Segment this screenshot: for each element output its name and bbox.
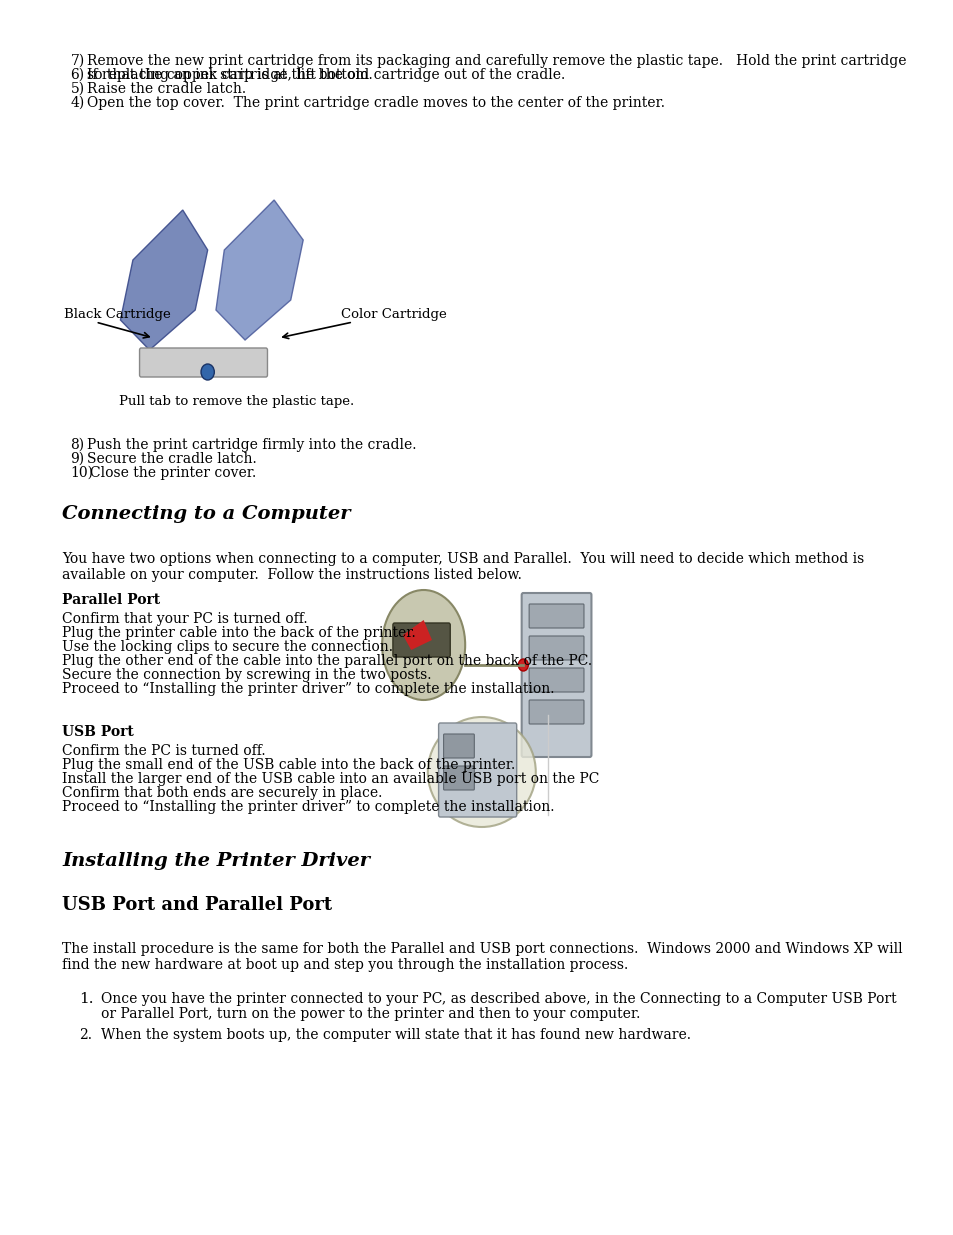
Text: Connecting to a Computer: Connecting to a Computer (62, 505, 351, 522)
Text: Push the print cartridge firmly into the cradle.: Push the print cartridge firmly into the… (87, 438, 416, 452)
Text: Use the locking clips to secure the connection.: Use the locking clips to secure the conn… (62, 640, 393, 655)
Text: Secure the connection by screwing in the two posts.: Secure the connection by screwing in the… (62, 668, 432, 682)
Text: Pull tab to remove the plastic tape.: Pull tab to remove the plastic tape. (119, 395, 354, 408)
Text: If replacing an ink cartridge, lift the old cartridge out of the cradle.: If replacing an ink cartridge, lift the … (87, 68, 565, 82)
Text: so that the copper strip is at the bottom.: so that the copper strip is at the botto… (87, 68, 373, 82)
Polygon shape (215, 200, 303, 340)
Text: 10): 10) (71, 466, 93, 480)
FancyBboxPatch shape (443, 734, 474, 758)
Text: Plug the printer cable into the back of the printer.: Plug the printer cable into the back of … (62, 626, 416, 640)
Text: 1.: 1. (79, 992, 93, 1007)
FancyBboxPatch shape (393, 622, 450, 657)
Text: Parallel Port: Parallel Port (62, 593, 160, 606)
Text: Install the larger end of the USB cable into an available USB port on the PC: Install the larger end of the USB cable … (62, 772, 599, 785)
Text: 8): 8) (71, 438, 85, 452)
Text: Secure the cradle latch.: Secure the cradle latch. (87, 452, 256, 466)
Text: Plug the other end of the cable into the parallel port on the back of the PC.: Plug the other end of the cable into the… (62, 655, 592, 668)
Text: Open the top cover.  The print cartridge cradle moves to the center of the print: Open the top cover. The print cartridge … (87, 96, 664, 110)
Text: Color Cartridge: Color Cartridge (340, 308, 446, 321)
Text: available on your computer.  Follow the instructions listed below.: available on your computer. Follow the i… (62, 568, 521, 582)
Polygon shape (120, 210, 208, 350)
Text: 2.: 2. (79, 1028, 91, 1042)
FancyBboxPatch shape (443, 766, 474, 790)
Text: or Parallel Port, turn on the power to the printer and then to your computer.: or Parallel Port, turn on the power to t… (101, 1007, 640, 1021)
Text: When the system boots up, the computer will state that it has found new hardware: When the system boots up, the computer w… (101, 1028, 691, 1042)
Text: USB Port and Parallel Port: USB Port and Parallel Port (62, 897, 332, 914)
Text: Confirm that both ends are securely in place.: Confirm that both ends are securely in p… (62, 785, 382, 800)
Text: Confirm that your PC is turned off.: Confirm that your PC is turned off. (62, 613, 308, 626)
Ellipse shape (427, 718, 536, 827)
Text: Plug the small end of the USB cable into the back of the printer.: Plug the small end of the USB cable into… (62, 758, 515, 772)
Text: Remove the new print cartridge from its packaging and carefully remove the plast: Remove the new print cartridge from its … (87, 54, 905, 68)
Circle shape (517, 659, 528, 671)
Circle shape (201, 364, 214, 380)
Text: 7): 7) (71, 54, 85, 68)
Text: The install procedure is the same for both the Parallel and USB port connections: The install procedure is the same for bo… (62, 942, 902, 956)
Ellipse shape (382, 590, 465, 700)
FancyBboxPatch shape (529, 700, 583, 724)
Text: USB Port: USB Port (62, 725, 134, 739)
Text: You have two options when connecting to a computer, USB and Parallel.  You will : You have two options when connecting to … (62, 552, 863, 566)
FancyBboxPatch shape (438, 722, 517, 818)
Text: Once you have the printer connected to your PC, as described above, in the Conne: Once you have the printer connected to y… (101, 992, 896, 1007)
Text: Confirm the PC is turned off.: Confirm the PC is turned off. (62, 743, 266, 758)
Text: find the new hardware at boot up and step you through the installation process.: find the new hardware at boot up and ste… (62, 958, 628, 972)
FancyBboxPatch shape (139, 348, 267, 377)
Text: Installing the Printer Driver: Installing the Printer Driver (62, 852, 370, 869)
Text: 6): 6) (71, 68, 85, 82)
Text: Black Cartridge: Black Cartridge (64, 308, 171, 321)
Text: 4): 4) (71, 96, 85, 110)
Text: Close the printer cover.: Close the printer cover. (90, 466, 255, 480)
FancyBboxPatch shape (529, 668, 583, 692)
Text: Proceed to “Installing the printer driver” to complete the installation.: Proceed to “Installing the printer drive… (62, 682, 555, 697)
Text: Raise the cradle latch.: Raise the cradle latch. (87, 82, 246, 96)
Text: Proceed to “Installing the printer driver” to complete the installation.: Proceed to “Installing the printer drive… (62, 800, 555, 814)
FancyBboxPatch shape (529, 604, 583, 629)
FancyBboxPatch shape (529, 636, 583, 659)
FancyBboxPatch shape (521, 593, 591, 757)
Text: 9): 9) (71, 452, 85, 466)
Text: 5): 5) (71, 82, 85, 96)
Polygon shape (402, 620, 432, 650)
